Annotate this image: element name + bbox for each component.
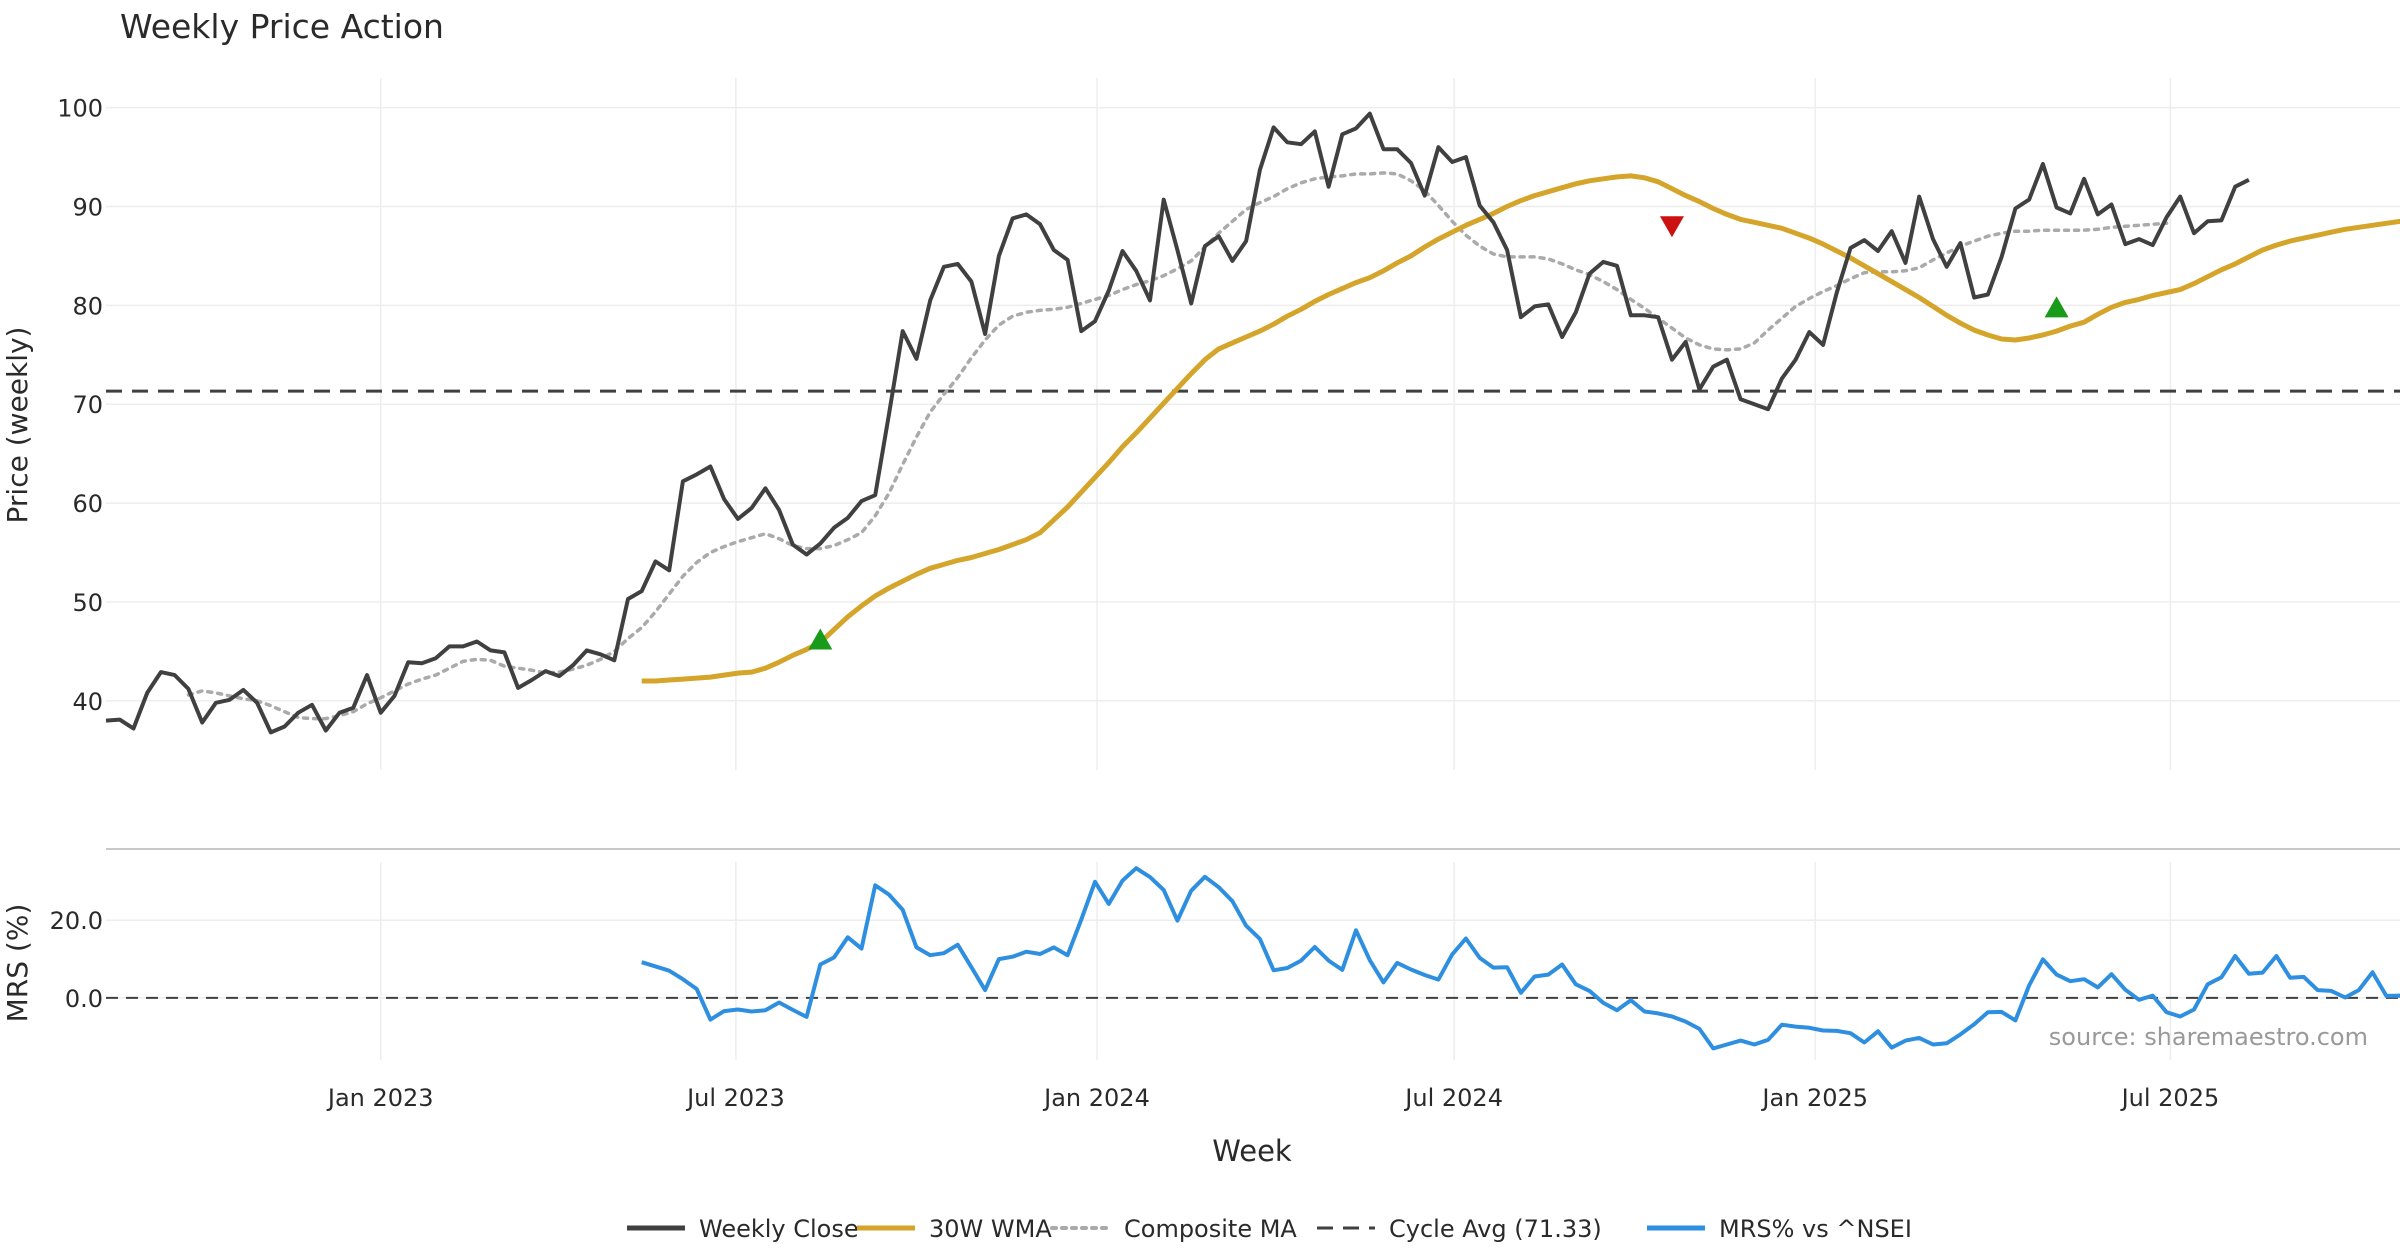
price-y-axis-label: Price (weekly): [1, 327, 34, 524]
buy-signal-marker: [808, 628, 833, 650]
legend-label: Weekly Close: [699, 1215, 859, 1243]
price-y-tick-label: 90: [72, 194, 103, 222]
price-y-tick-label: 100: [57, 95, 103, 123]
price-y-tick-label: 60: [72, 490, 103, 518]
x-tick-label: Jan 2023: [326, 1084, 434, 1112]
legend-label: 30W WMA: [929, 1215, 1052, 1243]
price-y-tick-label: 40: [72, 688, 103, 716]
price-y-ticks: 40 50 60 70 80 90 100: [57, 95, 103, 716]
price-grid: [106, 78, 2400, 770]
weekly-close-line: [105, 111, 2250, 735]
price-y-tick-label: 80: [72, 292, 103, 320]
composite-ma-line: [186, 171, 2169, 721]
sell-signal-marker: [1659, 216, 1684, 238]
x-tick-label: Jul 2025: [2120, 1084, 2220, 1112]
x-tick-label: Jul 2024: [1403, 1084, 1503, 1112]
mrs-grid: [106, 862, 2400, 1060]
mrs-y-ticks: 0.0 20.0: [50, 907, 103, 1013]
mrs-series: [641, 866, 2400, 1051]
mrs-y-tick-label: 20.0: [50, 907, 103, 935]
x-tick-label: Jan 2025: [1760, 1084, 1868, 1112]
price-y-tick-label: 70: [72, 391, 103, 419]
mrs-line: [641, 866, 2400, 1051]
source-note: source: sharemaestro.com: [2049, 1023, 2368, 1051]
x-tick-label: Jan 2024: [1042, 1084, 1150, 1112]
x-tick-label: Jul 2023: [685, 1084, 785, 1112]
wma-30w-line: [641, 173, 2400, 684]
legend-label: Cycle Avg (71.33): [1389, 1215, 1602, 1243]
legend-label: MRS% vs ^NSEI: [1719, 1215, 1912, 1243]
chart-title: Weekly Price Action: [120, 7, 444, 46]
signal-markers: [808, 216, 2069, 650]
x-ticks: Jan 2023 Jul 2023 Jan 2024 Jul 2024 Jan 2025…: [326, 1084, 2219, 1112]
buy-signal-marker: [2044, 296, 2069, 318]
price-y-tick-label: 50: [72, 589, 103, 617]
x-axis-label: Week: [1212, 1134, 1292, 1168]
price-series: [105, 111, 2400, 735]
legend: Weekly Close 30W WMA Composite MA Cycle Avg…: [627, 1215, 1912, 1243]
mrs-y-axis-label: MRS (%): [1, 904, 34, 1023]
legend-label: Composite MA: [1124, 1215, 1297, 1243]
mrs-y-tick-label: 0.0: [65, 985, 103, 1013]
